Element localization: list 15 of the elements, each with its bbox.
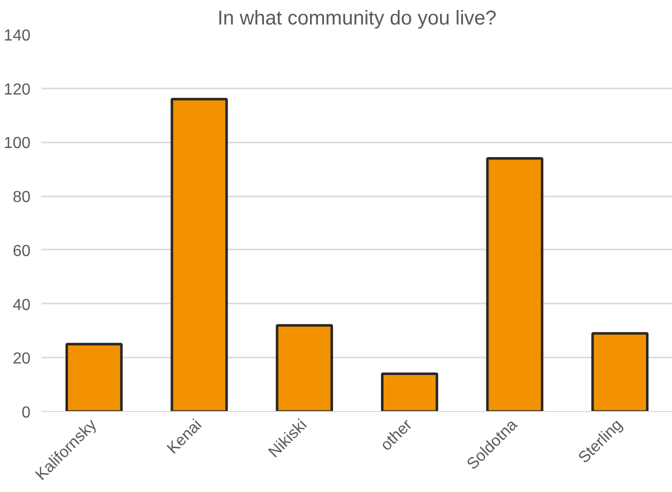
y-tick-label: 40 (12, 296, 31, 314)
y-tick-label: 100 (4, 135, 31, 152)
y-tick-label: 140 (4, 28, 31, 44)
chart-title: In what community do you live? (217, 8, 497, 30)
bar (591, 332, 649, 412)
y-tick-label: 60 (12, 242, 31, 260)
bar (276, 324, 334, 412)
y-tick-label: 0 (22, 404, 31, 422)
bar (170, 98, 228, 412)
bar (486, 157, 544, 412)
y-tick-label: 120 (4, 81, 31, 98)
y-tick-label: 80 (12, 189, 31, 206)
bar (65, 342, 123, 412)
bar (380, 372, 438, 412)
y-tick-label: 20 (12, 350, 31, 368)
